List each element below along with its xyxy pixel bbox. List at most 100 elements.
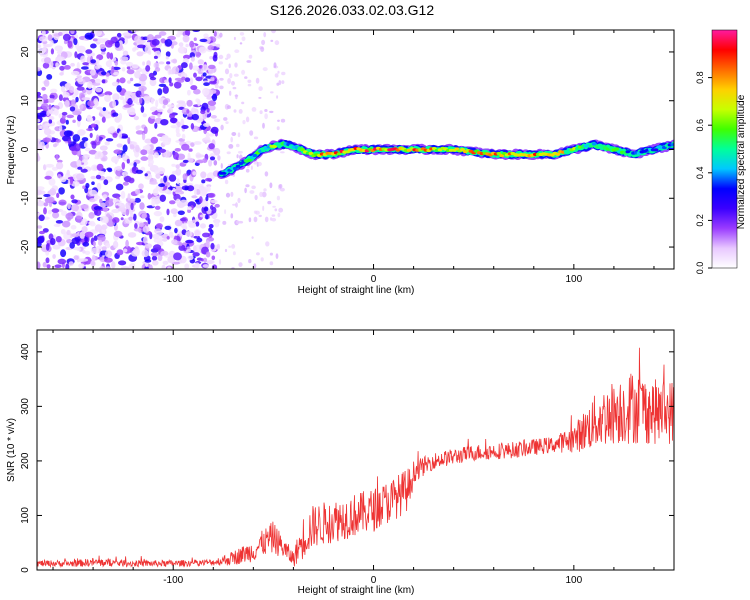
noise-blob [90, 69, 96, 76]
noise-blob [278, 184, 283, 189]
noise-blob [90, 123, 97, 128]
noise-blob [183, 222, 187, 229]
noise-blob [202, 264, 209, 268]
noise-blob [77, 129, 86, 136]
noise-blob [214, 84, 219, 89]
ridge-peak [496, 151, 502, 156]
noise-blob [51, 166, 59, 171]
noise-blob [96, 58, 100, 66]
noise-blob [168, 77, 172, 84]
noise-blob [226, 53, 231, 59]
noise-blob [80, 55, 86, 63]
noise-blob [42, 137, 51, 143]
noise-blob [54, 45, 64, 52]
noise-blob [70, 62, 75, 67]
noise-blob [153, 55, 158, 60]
noise-blob [214, 221, 220, 228]
noise-blob [47, 98, 55, 103]
noise-blob [193, 187, 197, 196]
noise-blob [92, 38, 98, 42]
noise-blob [72, 110, 82, 116]
noise-blob [169, 113, 175, 119]
noise-blob [55, 154, 59, 161]
noise-blob [101, 224, 108, 230]
noise-blob [187, 89, 191, 96]
noise-blob [78, 263, 85, 269]
noise-blob [230, 213, 234, 219]
noise-blob [84, 250, 91, 255]
noise-blob [174, 148, 181, 152]
noise-blob [76, 77, 84, 83]
noise-blob [144, 243, 153, 249]
ridge-peak [300, 148, 305, 152]
noise-blob [218, 54, 224, 60]
noise-blob [172, 58, 178, 64]
noise-blob [182, 159, 189, 163]
noise-blob [150, 97, 154, 105]
noise-blob [125, 208, 130, 216]
noise-blob [77, 114, 82, 122]
noise-blob [111, 156, 119, 163]
noise-blob [42, 93, 48, 101]
noise-blob [73, 143, 81, 152]
ridge-peak [272, 144, 277, 149]
noise-blob [72, 134, 81, 142]
noise-blob [56, 162, 64, 170]
noise-blob [255, 77, 260, 84]
noise-blob [230, 191, 234, 197]
colorbar-label: Normalized spectral amplitude [736, 94, 747, 229]
noise-blob [114, 41, 120, 48]
noise-blob [147, 218, 151, 225]
noise-blob [89, 189, 98, 197]
noise-blob [122, 181, 129, 186]
noise-blob [61, 60, 67, 66]
noise-blob [194, 230, 200, 237]
noise-blob [121, 135, 129, 139]
noise-blob [73, 38, 78, 46]
noise-blob [50, 238, 56, 246]
noise-blob [96, 182, 102, 191]
noise-blob [256, 252, 260, 256]
noise-blob [270, 91, 274, 94]
noise-blob [141, 87, 145, 96]
noise-blob [165, 56, 169, 60]
noise-blob [105, 242, 111, 249]
noise-blob [55, 236, 62, 243]
noise-blob [177, 210, 185, 216]
noise-blob [191, 65, 200, 71]
noise-blob [120, 217, 124, 221]
noise-blob [260, 46, 265, 52]
noise-blob [128, 216, 133, 221]
noise-blob [37, 44, 42, 49]
spectrogram-ytick-label: 0 [20, 146, 31, 152]
colorbar-frame [711, 29, 738, 269]
colorbar: 0.0 0.2 0.4 0.6 0.8 Normalized spectral ampl… [695, 29, 747, 274]
noise-blob [134, 150, 140, 158]
noise-blob [42, 98, 50, 104]
noise-blob [77, 119, 81, 128]
noise-blob [83, 141, 89, 148]
noise-blob [257, 161, 262, 167]
noise-blob [126, 158, 130, 164]
noise-blob [111, 198, 120, 202]
spectrogram-ytick-label: -20 [20, 239, 31, 254]
noise-blob [132, 166, 137, 172]
noise-blob [132, 47, 137, 52]
noise-blob [90, 247, 100, 254]
noise-blob [116, 32, 122, 38]
noise-blob [272, 205, 276, 208]
noise-blob [55, 62, 59, 68]
noise-blob [81, 226, 88, 233]
noise-blob [65, 119, 69, 125]
noise-blob [247, 83, 252, 87]
noise-blob [225, 121, 229, 124]
ridge-peak [614, 147, 620, 151]
noise-blob [101, 79, 106, 84]
noise-blob [70, 194, 75, 200]
noise-blob [253, 216, 258, 223]
noise-blob [144, 173, 148, 177]
noise-blob [133, 115, 139, 121]
noise-blob [47, 34, 53, 41]
noise-blob [118, 112, 123, 121]
noise-blob [56, 159, 63, 163]
